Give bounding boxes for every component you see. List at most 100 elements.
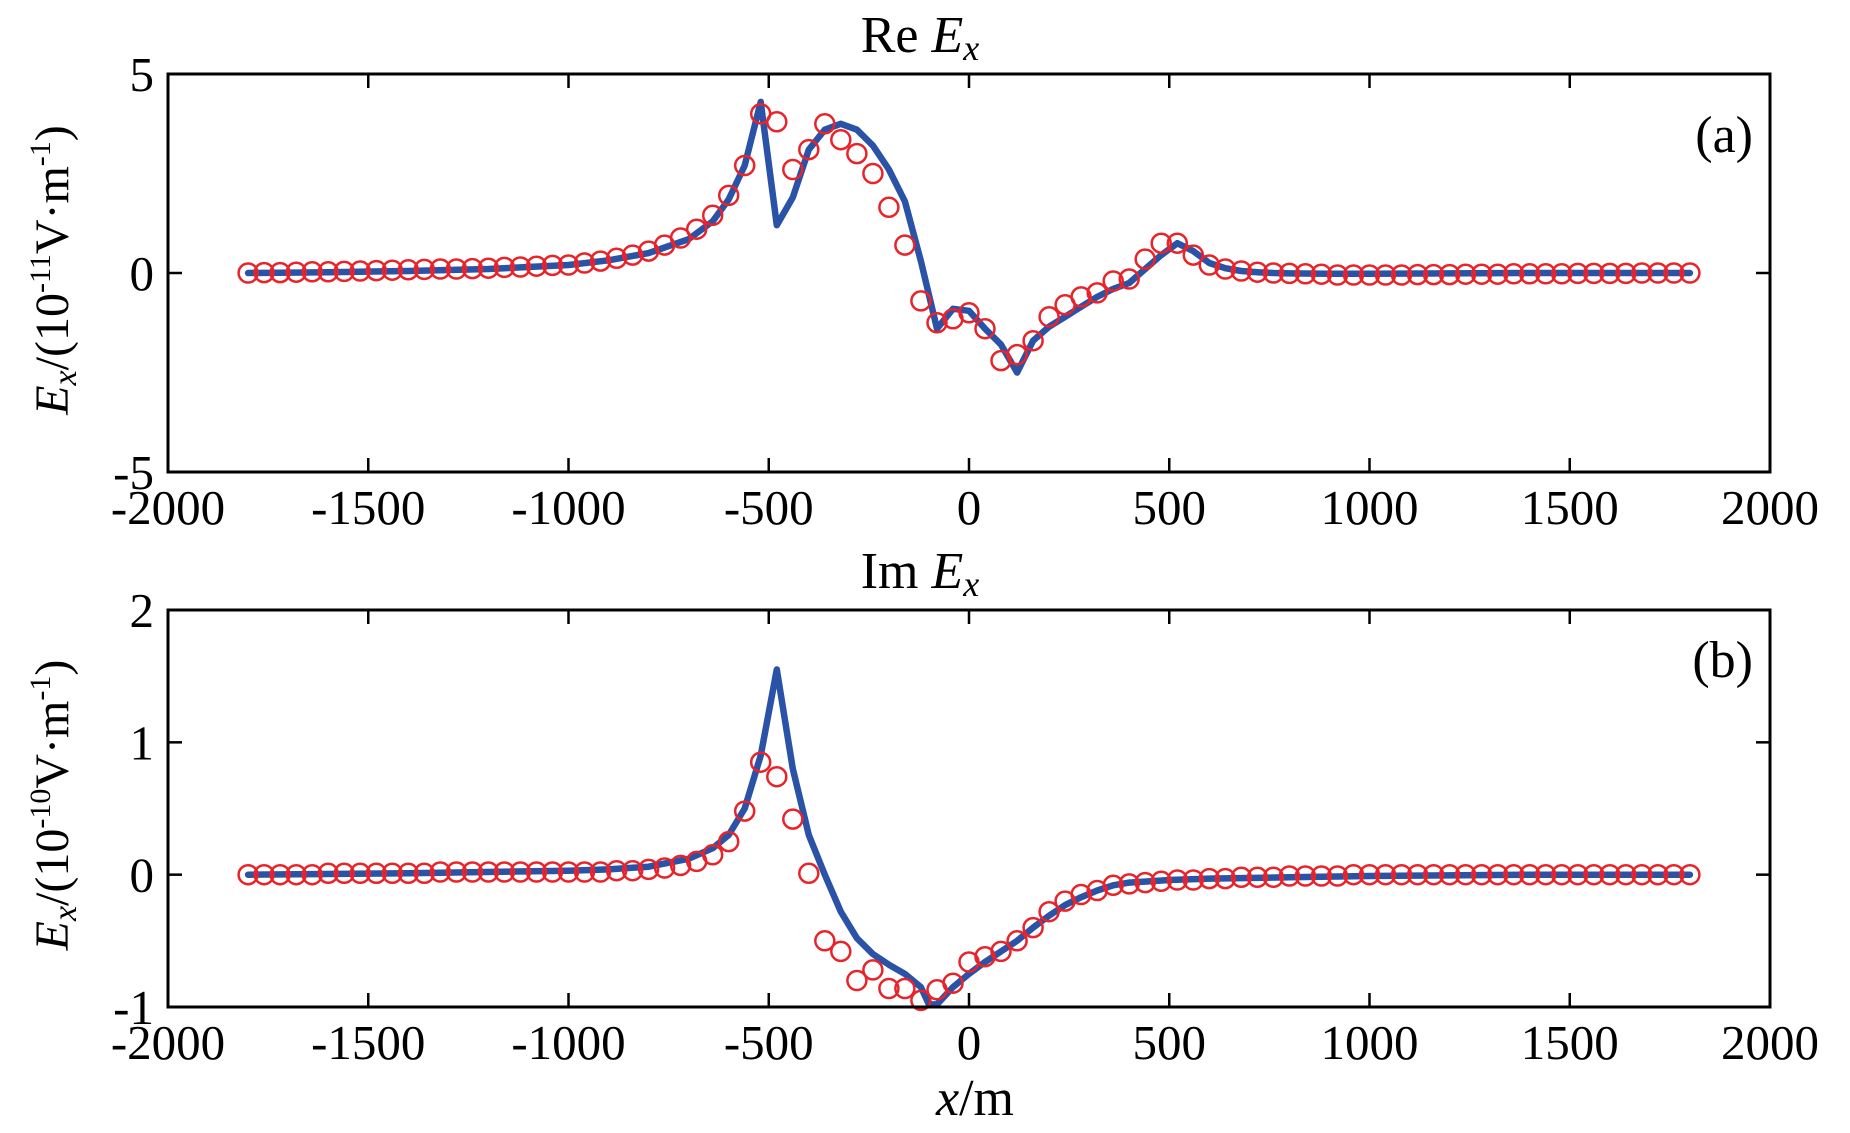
panel-b-data-point [573, 861, 596, 883]
panel-b-series-line [244, 666, 1694, 1008]
panel-b-x-tick-label: 2000 [1721, 1015, 1819, 1070]
panel-b-data-point [381, 862, 404, 885]
panel-a-data-point [1502, 263, 1525, 285]
panel-b-axes-frame [166, 608, 1772, 1009]
panel-a-data-point [349, 260, 371, 282]
panel-b-data-point [1198, 867, 1221, 890]
panel-a-data-point [509, 256, 532, 278]
panel-a-data-point [1166, 232, 1189, 254]
panel-a-data-point [1470, 263, 1493, 285]
panel-a-data-point [1342, 264, 1365, 286]
panel-a-x-tick-label: 500 [1133, 480, 1207, 535]
panel-a-data-point [1438, 263, 1461, 286]
panel-a-data-point [589, 250, 612, 272]
panel-b-data-point [1294, 865, 1317, 887]
panel-a-x-tick-label: -500 [724, 480, 814, 535]
panel-a-y-tick-label: -5 [113, 445, 154, 500]
panel-a-data-point [445, 258, 468, 280]
panel-b-data-point [1342, 863, 1365, 886]
panel-b-data-point [621, 859, 644, 882]
panel-b-data-point [413, 862, 436, 885]
panel-b-data-point [1454, 863, 1477, 886]
panel-a-data-point [1647, 262, 1669, 284]
panel-b-data-point [1102, 874, 1124, 897]
panel-b-data-point [269, 863, 291, 886]
panel-a-data-point [1406, 263, 1429, 286]
panel-a-data-point [1294, 263, 1317, 285]
panel-b-data-point [285, 863, 307, 886]
panel-b-title: Im Ex [861, 543, 980, 604]
panel-b-data-point [910, 989, 932, 1012]
panel-a-data-point [926, 312, 948, 334]
panel-b-x-tick-label: -500 [724, 1015, 814, 1070]
panel-b-data-point [1599, 863, 1621, 886]
panel-a-data-point [1583, 262, 1605, 285]
panel-a-y-tick-label: 5 [130, 47, 155, 102]
panel-a-data-point [1679, 262, 1701, 284]
panel-a-data-point [958, 302, 980, 324]
panel-b-data-point [798, 862, 820, 885]
panel-b-data-point [846, 969, 868, 992]
panel-b-y-tick-label: -1 [113, 980, 154, 1035]
panel-a-data-point [669, 227, 692, 249]
panel-a-data-point [397, 259, 420, 281]
panel-b-x-tick-label: -2000 [111, 1015, 225, 1070]
panel-a-data-point [1310, 263, 1333, 285]
panel-b-data-point [1150, 870, 1172, 893]
panel-a-data-point [237, 262, 259, 284]
panel-b-data-point [1679, 863, 1701, 886]
panel-b-data-point [1166, 869, 1189, 891]
panel-a-data-point [1102, 270, 1124, 292]
panel-b-data-point [1246, 866, 1269, 889]
panel-b-y-tick-label: 1 [130, 715, 155, 770]
panel-b-label: (b) [1692, 632, 1753, 689]
panel-a-data-point [846, 142, 868, 165]
panel-b-data-point [461, 861, 484, 883]
panel-b-data-point [509, 861, 532, 883]
panel-b-data-point [429, 861, 452, 883]
panel-b-data-point [894, 977, 916, 1000]
panel-b-data-point [1182, 869, 1205, 891]
panel-a-data-point [1326, 264, 1349, 286]
panel-a-data-point [525, 255, 548, 277]
panel-a-data-point [317, 261, 339, 283]
panel-a-data-point [557, 254, 580, 276]
panel-a-x-tick-label: -1000 [511, 480, 625, 535]
panel-b-data-point [349, 862, 371, 885]
panel-a-data-point [621, 244, 644, 266]
panel-a-data-point [1374, 264, 1397, 286]
panel-b-data-point [862, 959, 884, 981]
panel-a-data-point [573, 252, 596, 274]
panel-b-data-point [766, 765, 788, 788]
panel-b-data-point [1518, 863, 1541, 886]
panel-b-plot-area [237, 666, 1701, 1012]
panel-a-data-point [333, 260, 355, 283]
panel-a-data-point [894, 234, 916, 256]
panel-b-data-point [830, 940, 852, 963]
panel-a-data-point [1230, 260, 1253, 282]
panel-b-data-point [1214, 867, 1237, 890]
panel-a-data-point [301, 261, 323, 283]
panel-a-data-point [605, 247, 628, 270]
panel-a-y-tick-label: 0 [130, 246, 155, 301]
panel-b-data-point [1502, 863, 1525, 886]
panel-a-data-point [429, 258, 452, 280]
panel-b-data-point [301, 863, 323, 886]
panel-a-data-point [701, 204, 724, 227]
panel-b-data-point [237, 863, 259, 886]
panel-b: Im Ex Ex/(10-10V·m-1) -2000 -1500 -1000 -50… [24, 543, 1819, 1127]
panel-b-data-point [878, 977, 900, 1000]
panel-a-data-point [1454, 263, 1477, 285]
panel-b-data-point [669, 854, 692, 877]
panel-b-data-point [1326, 865, 1349, 887]
panel-b-data-point [1278, 865, 1301, 887]
panel-a-data-point [477, 257, 500, 279]
panel-a-x-tick-label: 1500 [1521, 480, 1619, 535]
panel-b-data-point [589, 861, 612, 883]
panel-a-data-point [1278, 262, 1301, 285]
panel-b-data-point [1422, 863, 1445, 886]
panel-b-data-point [445, 861, 468, 883]
panel-b-data-point [1550, 863, 1573, 886]
panel-a-data-point [1358, 264, 1381, 286]
panel-a-data-point [717, 184, 740, 207]
